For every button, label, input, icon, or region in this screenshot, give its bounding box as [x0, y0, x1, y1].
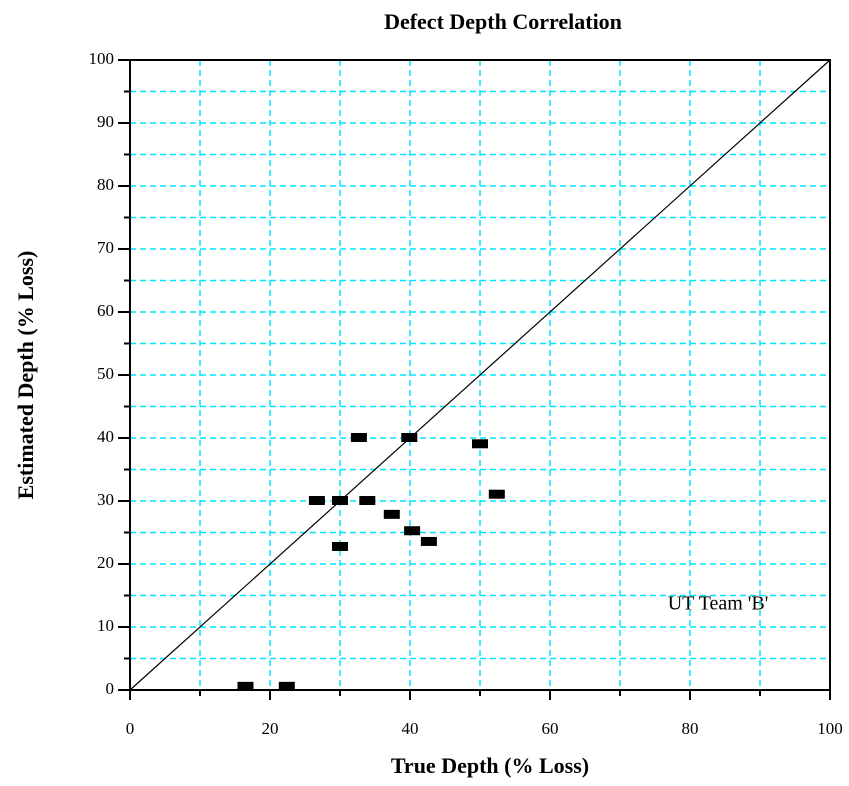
y-tick-label: 0 [106, 679, 115, 698]
point [332, 496, 348, 505]
y-tick-label: 60 [97, 301, 114, 320]
point [308, 496, 325, 505]
x-tick-label: 20 [262, 719, 279, 738]
point [383, 509, 400, 519]
y-axis-label: Estimated Depth (% Loss) [13, 251, 38, 500]
point [359, 496, 376, 505]
point [401, 433, 418, 442]
x-tick-label: 0 [126, 719, 135, 738]
y-tick-label: 90 [97, 112, 114, 131]
x-tick-label: 100 [817, 719, 843, 738]
y-tick-label: 10 [97, 616, 114, 635]
y-tick-label: 20 [97, 553, 114, 572]
point [278, 681, 295, 691]
reference-line [129, 59, 831, 691]
point [332, 541, 348, 551]
point [420, 536, 437, 546]
point [404, 526, 421, 536]
point [472, 439, 488, 449]
x-tick-label: 60 [542, 719, 559, 738]
x-axis-label: True Depth (% Loss) [391, 753, 589, 778]
chart-title: Defect Depth Correlation [384, 9, 622, 34]
y-tick-label: 40 [97, 427, 114, 446]
x-tick-label: 80 [682, 719, 699, 738]
y-tick-label: 70 [97, 238, 114, 257]
y-tick-label: 80 [97, 175, 114, 194]
point [237, 681, 254, 691]
y-tick-label: 100 [89, 49, 115, 68]
point [350, 433, 367, 442]
plot-frame [129, 59, 831, 691]
x-tick-label: 40 [402, 719, 419, 738]
point [488, 489, 505, 499]
y-tick-label: 30 [97, 490, 114, 509]
annotation: UT Team 'B' [668, 593, 769, 615]
y-tick-label: 50 [97, 364, 114, 383]
